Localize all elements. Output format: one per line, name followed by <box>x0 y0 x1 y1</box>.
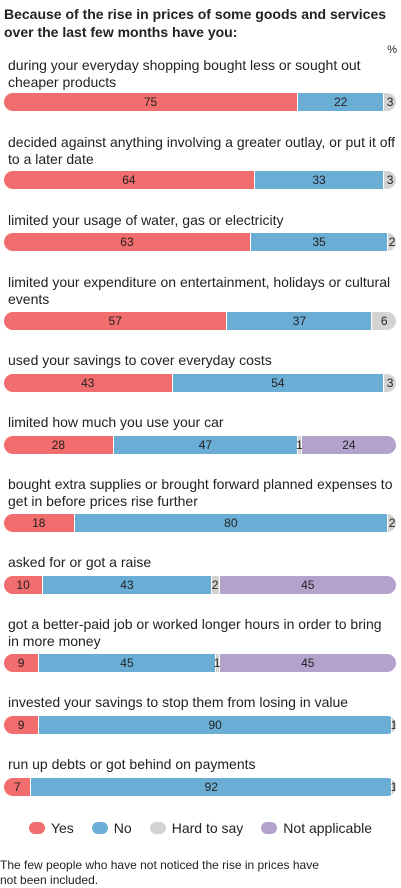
bar-segment-no: 90 <box>39 716 393 734</box>
question-label: limited your usage of water, gas or elec… <box>8 212 284 228</box>
bar-segment-yes: 9 <box>4 716 40 734</box>
question-label: used your savings to cover everyday cost… <box>8 352 272 368</box>
bar-segment-hard-to-say: 1 <box>390 716 396 734</box>
stacked-bar: 63 35 2 <box>4 233 396 251</box>
legend-item-hard-to-say: Hard to say <box>149 820 244 836</box>
bar-segment-no: 54 <box>172 374 385 392</box>
bar-segment-hard-to-say: 2 <box>211 576 220 594</box>
stacked-bar: 57 37 6 <box>4 312 396 330</box>
stacked-bar: 9 90 1 <box>4 716 396 734</box>
stacked-bar: 43 54 3 <box>4 374 396 392</box>
bar-segment-yes: 7 <box>4 778 32 796</box>
legend-item-no: No <box>91 820 132 836</box>
question-label: got a better-paid job or worked longer h… <box>8 616 382 649</box>
stacked-bar: 75 22 3 <box>4 93 396 111</box>
question-label: during your everyday shopping bought les… <box>8 57 361 90</box>
legend-swatch <box>149 822 166 834</box>
bar-segment-no: 92 <box>31 778 393 796</box>
bar-segment-hard-to-say: 6 <box>372 312 396 330</box>
stacked-bar: 9 45 1 45 <box>4 654 396 672</box>
question-label: limited your expenditure on entertainmen… <box>8 274 391 307</box>
bar-segment-yes: 18 <box>4 514 75 532</box>
legend-swatch <box>28 822 45 834</box>
legend-label: No <box>113 820 132 836</box>
chart-title: Because of the rise in prices of some go… <box>4 6 387 40</box>
stacked-bar: 7 92 1 <box>4 778 396 796</box>
question-label: limited how much you use your car <box>8 414 224 430</box>
bar-segment-hard-to-say: 1 <box>390 778 396 796</box>
bar-segment-hard-to-say: 1 <box>213 654 221 672</box>
question-label: asked for or got a raise <box>8 554 152 570</box>
bar-segment-hard-to-say: 3 <box>384 93 396 111</box>
bar-segment-yes: 64 <box>4 171 255 189</box>
bar-segment-not-applicable: 45 <box>219 576 396 594</box>
bar-segment-no: 43 <box>43 576 212 594</box>
bar-segment-yes: 43 <box>4 374 173 392</box>
legend: Yes No Hard to say Not applicable <box>0 820 401 836</box>
bar-segment-no: 33 <box>254 171 385 189</box>
bar-segment-no: 22 <box>298 93 385 111</box>
question-label: run up debts or got behind on payments <box>8 756 256 772</box>
bar-segment-yes: 28 <box>4 436 114 454</box>
bar-segment-yes: 9 <box>4 654 40 672</box>
question-label: invested your savings to stop them from … <box>8 694 349 710</box>
bar-segment-not-applicable: 24 <box>301 436 396 454</box>
bar-segment-no: 45 <box>39 654 216 672</box>
bar-segment-no: 80 <box>74 514 389 532</box>
bar-segment-no: 37 <box>227 312 373 330</box>
bar-segment-yes: 63 <box>4 233 251 251</box>
question-label: decided against anything involving a gre… <box>8 134 396 167</box>
bar-segment-no: 35 <box>250 233 389 251</box>
bar-segment-hard-to-say: 2 <box>388 514 396 532</box>
bar-segment-not-applicable: 45 <box>219 654 396 672</box>
legend-swatch <box>261 822 278 834</box>
bar-segment-no: 47 <box>113 436 298 454</box>
legend-label: Yes <box>50 820 74 836</box>
footnote: The few people who have not noticed the … <box>0 858 319 887</box>
bar-segment-hard-to-say: 3 <box>384 171 396 189</box>
stacked-bar: 10 43 2 45 <box>4 576 396 594</box>
bar-segment-yes: 75 <box>4 93 298 111</box>
legend-swatch <box>91 822 108 834</box>
stacked-bar: 18 80 2 <box>4 514 396 532</box>
bar-segment-hard-to-say: 1 <box>296 436 303 454</box>
bar-segment-hard-to-say: 2 <box>388 233 396 251</box>
bar-segment-yes: 10 <box>4 576 44 594</box>
stacked-bar: 64 33 3 <box>4 171 396 189</box>
bar-segment-yes: 57 <box>4 312 228 330</box>
question-label: bought extra supplies or brought forward… <box>8 476 393 509</box>
legend-label: Hard to say <box>171 820 244 836</box>
unit-label: % <box>387 44 397 56</box>
legend-item-yes: Yes <box>28 820 74 836</box>
legend-item-not-applicable: Not applicable <box>261 820 372 836</box>
stacked-bar: 28 47 1 24 <box>4 436 396 454</box>
legend-label: Not applicable <box>283 820 373 836</box>
bar-segment-hard-to-say: 3 <box>384 374 396 392</box>
